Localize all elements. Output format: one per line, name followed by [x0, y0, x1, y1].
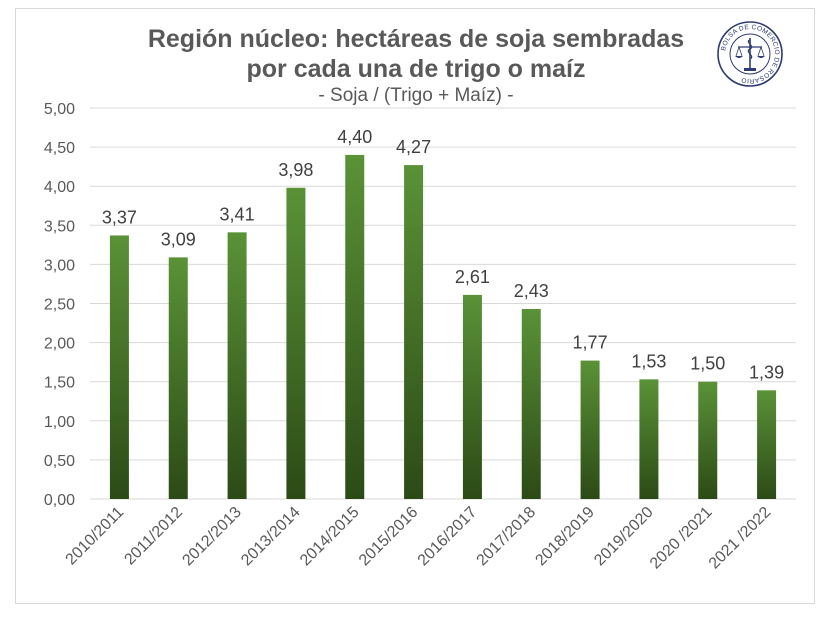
y-axis-tick-labels: 0,00 0,50 1,00 1,50 2,00 2,50 3,00 3,50 4,00 4,50… — [44, 101, 75, 509]
bar — [698, 381, 718, 499]
y-tick-label: 2,50 — [44, 297, 75, 314]
bar — [757, 390, 777, 499]
data-label: 4,40 — [337, 127, 372, 147]
x-tick-label: 2016/2017 — [415, 504, 481, 570]
bar — [286, 187, 306, 499]
x-tick-label: 2020 /2021 — [647, 504, 716, 573]
y-tick-label: 5,00 — [44, 101, 75, 118]
chart-subtitle: - Soja / (Trigo + Maíz) - — [318, 85, 514, 106]
x-tick-label: 2015/2016 — [356, 504, 422, 570]
y-tick-label: 0,00 — [44, 492, 75, 509]
x-axis-tick-labels: 2010/20112011/20122012/20132013/20142014… — [63, 504, 775, 573]
chart-title-line-1: Región núcleo: hectáreas de soja sembrad… — [147, 25, 685, 53]
y-tick-label: 1,50 — [44, 375, 75, 392]
data-label: 3,98 — [278, 160, 313, 180]
bar — [404, 165, 424, 499]
y-tick-label: 3,50 — [44, 218, 75, 235]
data-label: 3,09 — [161, 229, 196, 249]
bar — [168, 257, 188, 499]
bolsa-comercio-rosario-logo: BOLSA DE COMERCIO DE ROSARIO — [717, 21, 783, 87]
bar — [580, 360, 600, 499]
data-label: 1,53 — [631, 351, 666, 371]
bar — [521, 308, 541, 499]
data-labels: 3,37 3,09 3,41 3,98 4,40 4,27 2,61 2,43 1,77 1,53… — [102, 127, 784, 382]
data-label: 2,43 — [514, 281, 549, 301]
bar — [462, 294, 482, 499]
x-tick-label: 2018/2019 — [532, 504, 598, 570]
y-tick-label: 4,00 — [44, 179, 75, 196]
bar — [345, 154, 365, 500]
y-tick-label: 0,50 — [44, 453, 75, 470]
bars — [109, 154, 777, 500]
y-tick-label: 3,00 — [44, 257, 75, 274]
y-tick-label: 2,00 — [44, 336, 75, 353]
x-tick-label: 2017/2018 — [474, 504, 540, 570]
bar — [109, 235, 129, 499]
x-tick-label: 2021 /2022 — [706, 504, 775, 573]
data-label: 1,50 — [690, 354, 725, 374]
bar — [227, 232, 247, 499]
data-label: 4,27 — [396, 137, 431, 157]
data-label: 3,41 — [220, 204, 255, 224]
data-label: 2,61 — [455, 267, 490, 287]
chart-title-line-2: por cada una de trigo o maíz — [246, 55, 586, 83]
data-label: 1,39 — [749, 362, 784, 382]
x-tick-label: 2014/2015 — [297, 504, 363, 570]
data-label: 1,77 — [573, 333, 608, 353]
x-tick-label: 2010/2011 — [63, 504, 128, 569]
x-tick-label: 2012/2013 — [179, 504, 245, 570]
bar — [639, 379, 659, 499]
y-tick-label: 4,50 — [44, 140, 75, 157]
data-label: 3,37 — [102, 207, 137, 227]
grid-lines — [90, 107, 796, 500]
x-tick-label: 2013/2014 — [238, 504, 304, 570]
y-tick-label: 1,00 — [44, 414, 75, 431]
x-tick-label: 2011/2012 — [121, 504, 186, 569]
